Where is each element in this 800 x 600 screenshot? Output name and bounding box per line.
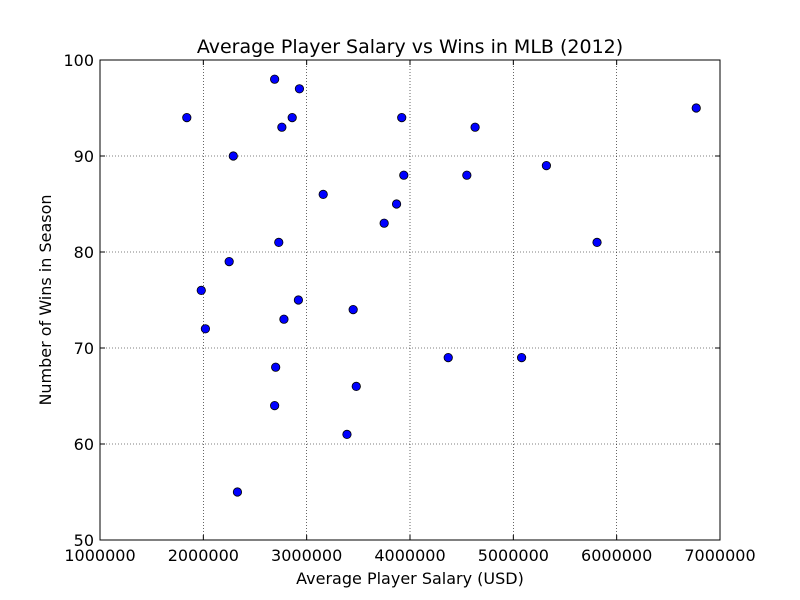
data-point [379, 218, 389, 228]
y-tick-label: 90 [74, 147, 94, 166]
data-point [224, 256, 234, 267]
data-point [399, 170, 409, 180]
chart-title: Average Player Salary vs Wins in MLB (20… [197, 36, 623, 58]
data-point [592, 237, 602, 247]
data-point [351, 381, 361, 391]
y-tick-label: 70 [74, 339, 94, 358]
y-tick-label: 100 [63, 51, 94, 70]
data-point [182, 113, 192, 123]
data-point [294, 84, 305, 94]
data-point [277, 122, 287, 132]
data-point [270, 74, 280, 84]
data-point [287, 113, 297, 123]
x-tick-label: 5000000 [478, 546, 549, 565]
y-axis-label: Number of Wins in Season [36, 194, 55, 405]
data-point [196, 285, 206, 295]
x-tick-label: 3000000 [271, 546, 342, 565]
data-point [293, 295, 303, 305]
data-point [342, 429, 352, 439]
data-point [270, 400, 280, 411]
x-axis-label: Average Player Salary (USD) [296, 569, 524, 588]
data-point [397, 113, 407, 123]
y-tick-label: 80 [74, 243, 94, 262]
x-tick-label: 7000000 [684, 546, 755, 565]
data-point [200, 324, 210, 334]
x-tick-label: 2000000 [168, 546, 239, 565]
x-tick-label: 1000000 [64, 546, 135, 565]
data-point [541, 161, 552, 171]
data-point [274, 237, 284, 247]
data-point [348, 304, 358, 315]
x-tick-label: 6000000 [581, 546, 652, 565]
data-point [391, 199, 402, 209]
data-point [271, 362, 281, 372]
data-point [462, 170, 472, 180]
data-point [691, 103, 701, 113]
data-point [516, 352, 527, 363]
x-tick-label: 4000000 [374, 546, 445, 565]
data-points [182, 74, 701, 497]
data-point [279, 314, 289, 324]
data-point [443, 352, 453, 363]
axis-ticks: 1000000 2000000 3000000 4000000 5000000 60000… [63, 51, 755, 565]
y-tick-label: 60 [74, 435, 94, 454]
data-point [228, 151, 238, 161]
data-point [232, 487, 243, 497]
data-point [470, 122, 480, 132]
data-point [318, 189, 328, 199]
y-tick-label: 50 [74, 531, 94, 550]
